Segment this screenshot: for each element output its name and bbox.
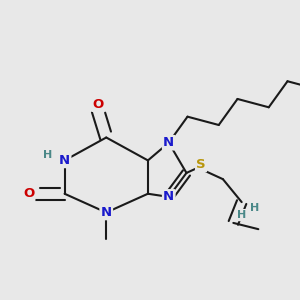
Text: H: H [250, 203, 260, 213]
Text: O: O [23, 187, 34, 200]
Text: S: S [196, 158, 206, 171]
Text: N: N [163, 136, 174, 149]
Text: H: H [43, 150, 52, 160]
Text: H: H [236, 210, 246, 220]
Text: O: O [92, 98, 104, 111]
Text: N: N [59, 154, 70, 167]
Text: N: N [101, 206, 112, 219]
Text: N: N [163, 190, 174, 203]
